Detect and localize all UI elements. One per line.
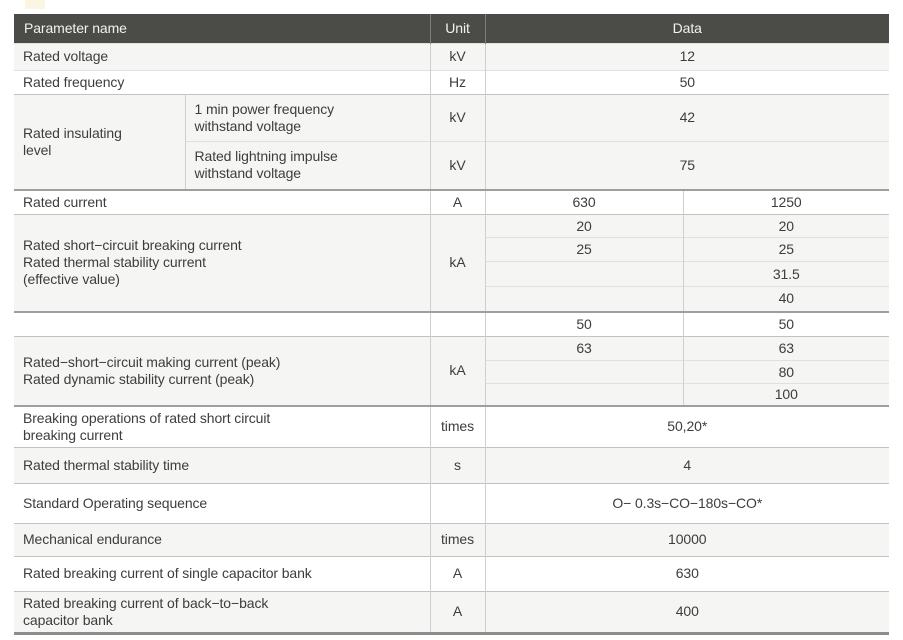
value-making-100-right: 100 (682, 383, 889, 406)
unit-making-group: kA (429, 336, 485, 406)
unit-power-frequency: kV (429, 93, 485, 141)
param-rated-frequency: Rated frequency (14, 69, 430, 94)
value-fifty-right: 50 (682, 310, 889, 337)
unit-lightning-impulse: kV (429, 140, 485, 190)
row-mechanical-endurance: Mechanical endurance times 10000 (14, 522, 889, 556)
unit-operating-sequence (429, 482, 485, 523)
header-unit: Unit (429, 14, 485, 43)
value-breaking-20-left: 20 (484, 214, 683, 238)
row-thermal-time: Rated thermal stability time s 4 (14, 446, 889, 483)
value-making-80-left (484, 360, 683, 384)
unit-rated-voltage: kV (429, 42, 485, 70)
param-breaking-operations: Breaking operations of rated short circu… (14, 404, 430, 447)
row-breaking-operations: Breaking operations of rated short circu… (14, 404, 889, 447)
param-fifty-empty (14, 310, 430, 337)
unit-mechanical-endurance: times (429, 522, 485, 556)
row-insulating-level-2: Rated lightning impulse withstand voltag… (14, 140, 889, 190)
param-operating-sequence: Standard Operating sequence (14, 482, 430, 523)
param-rated-voltage: Rated voltage (14, 42, 430, 70)
subparam-power-frequency: 1 min power frequency withstand voltage (184, 93, 430, 141)
row-fifty: 50 50 (14, 310, 889, 337)
unit-single-capacitor: A (429, 555, 485, 591)
spec-table: Parameter name Unit Data Rated voltage k… (14, 14, 889, 635)
param-insulating-level: Rated insulating level (14, 93, 185, 190)
value-breaking-20-right: 20 (682, 214, 889, 238)
header-data: Data (484, 14, 889, 43)
param-rated-current: Rated current (14, 189, 430, 215)
value-making-63-left: 63 (484, 336, 683, 361)
unit-rated-frequency: Hz (429, 69, 485, 94)
value-breaking-40-right: 40 (682, 286, 889, 312)
row-rated-voltage: Rated voltage kV 12 (14, 42, 889, 70)
value-breaking-operations: 50,20* (484, 404, 889, 447)
value-breaking-31-left (484, 261, 683, 287)
value-breaking-31-right: 31.5 (682, 261, 889, 287)
unit-breaking-group: kA (429, 214, 485, 312)
value-rated-current-630: 630 (484, 189, 683, 215)
value-making-100-left (484, 383, 683, 406)
param-thermal-time: Rated thermal stability time (14, 446, 430, 483)
param-breaking-group: Rated short−circuit breaking current Rat… (14, 214, 430, 312)
unit-fifty-empty (429, 310, 485, 337)
value-breaking-25-left: 25 (484, 237, 683, 262)
param-single-capacitor: Rated breaking current of single capacit… (14, 555, 430, 591)
unit-rated-current: A (429, 189, 485, 215)
value-lightning-impulse: 75 (484, 140, 889, 190)
value-single-capacitor: 630 (484, 555, 889, 591)
param-back-to-back: Rated breaking current of back−to−back c… (14, 590, 430, 633)
row-insulating-level-1: Rated insulating level 1 min power frequ… (14, 93, 889, 190)
value-making-80-right: 80 (682, 360, 889, 384)
value-making-63-right: 63 (682, 336, 889, 361)
table-header-row: Parameter name Unit Data (14, 14, 889, 43)
header-parameter-name: Parameter name (24, 19, 127, 36)
value-breaking-25-right: 25 (682, 237, 889, 262)
row-making-group-1: Rated−short−circuit making current (peak… (14, 336, 889, 406)
value-rated-current-1250: 1250 (682, 189, 889, 215)
value-thermal-time: 4 (484, 446, 889, 483)
row-breaking-group-1: Rated short−circuit breaking current Rat… (14, 214, 889, 312)
value-rated-frequency: 50 (484, 69, 889, 94)
subparam-lightning-impulse: Rated lightning impulse withstand voltag… (184, 140, 430, 190)
value-mechanical-endurance: 10000 (484, 522, 889, 556)
row-operating-sequence: Standard Operating sequence O− 0.3s−CO−1… (14, 482, 889, 523)
row-rated-frequency: Rated frequency Hz 50 (14, 69, 889, 94)
row-rated-current: Rated current A 630 1250 (14, 189, 889, 215)
value-breaking-40-left (484, 286, 683, 312)
page-artifact (25, 0, 45, 9)
param-making-group: Rated−short−circuit making current (peak… (14, 336, 430, 406)
unit-back-to-back: A (429, 590, 485, 633)
unit-breaking-operations: times (429, 404, 485, 447)
value-operating-sequence: O− 0.3s−CO−180s−CO* (484, 482, 889, 523)
value-fifty-left: 50 (484, 310, 683, 337)
param-mechanical-endurance: Mechanical endurance (14, 522, 430, 556)
value-back-to-back: 400 (484, 590, 889, 633)
unit-thermal-time: s (429, 446, 485, 483)
value-power-frequency: 42 (484, 93, 889, 141)
row-single-capacitor: Rated breaking current of single capacit… (14, 555, 889, 591)
row-back-to-back: Rated breaking current of back−to−back c… (14, 590, 889, 633)
value-rated-voltage: 12 (484, 42, 889, 70)
